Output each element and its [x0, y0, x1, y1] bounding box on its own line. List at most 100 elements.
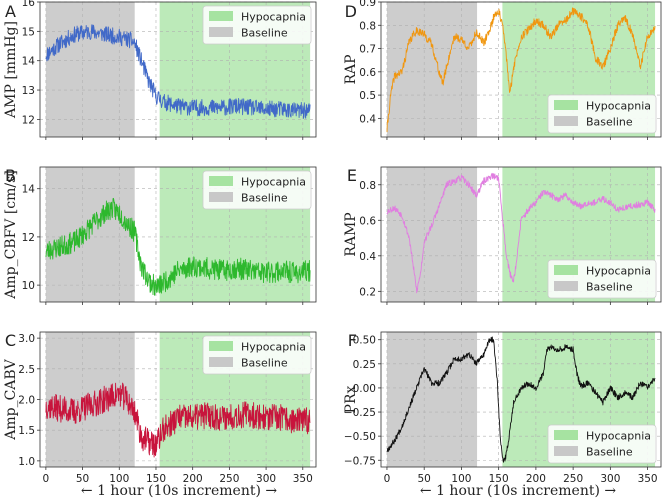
legend-swatch — [209, 357, 233, 367]
x-tick-label: 250 — [219, 473, 239, 485]
legend-swatch — [554, 100, 578, 110]
panel-letter: B — [5, 166, 16, 185]
panel-d: 0.4 0.5 0.6 0.7 0.8 0.9 RAP D Hypocapnia Baseline — [343, 0, 662, 140]
x-axis-label-right: ← 1 hour (10s increment) → — [420, 483, 616, 499]
panel-letter: C — [5, 331, 16, 350]
y-tick-label: 10 — [22, 280, 35, 292]
legend-label: Hypocapnia — [241, 176, 306, 189]
legend-swatch — [554, 281, 578, 291]
legend-swatch — [554, 446, 578, 456]
axes-frame — [39, 166, 317, 303]
legend-swatch — [209, 176, 233, 186]
y-tick-label: 0.2 — [359, 286, 376, 298]
series-line — [45, 197, 311, 296]
legend-label: Baseline — [586, 116, 633, 129]
y-axis-label: Amp_CABV — [3, 358, 19, 440]
x-tick-label: 250 — [563, 473, 583, 485]
y-tick-label: 0.6 — [359, 67, 376, 79]
y-tick-label: 3.0 — [18, 333, 35, 345]
y-tick-label: 1.5 — [18, 425, 35, 437]
y-tick-label: 2.0 — [18, 395, 35, 407]
legend-label: Baseline — [241, 357, 288, 370]
y-tick-label: 0.6 — [359, 215, 376, 227]
legend-label: Baseline — [586, 281, 633, 294]
y-tick-label: 0.7 — [359, 44, 376, 56]
x-axis-label-left: ← 1 hour (10s increment) → — [81, 483, 277, 499]
y-tick-label: 0.4 — [359, 251, 376, 263]
baseline-span — [45, 2, 135, 137]
legend: Hypocapnia Baseline — [547, 424, 657, 464]
y-tick-label: 14 — [22, 184, 36, 196]
legend: Hypocapnia Baseline — [547, 94, 657, 134]
y-tick-label: 0.8 — [359, 180, 376, 192]
x-tick-label: 350 — [638, 473, 658, 485]
series-line — [45, 382, 311, 458]
y-tick-label: 15 — [22, 26, 35, 38]
panel-letter: A — [5, 2, 16, 21]
baseline-span — [45, 167, 135, 302]
y-tick-label: 0.8 — [359, 20, 376, 32]
y-tick-label: 16 — [22, 0, 36, 9]
legend: Hypocapnia Baseline — [202, 5, 312, 45]
legend-swatch — [209, 27, 233, 37]
y-tick-label: 13 — [22, 85, 35, 97]
legend-label: Baseline — [241, 27, 288, 40]
y-tick-label: 12 — [22, 232, 35, 244]
axes-frame — [380, 1, 662, 138]
y-tick-label: 0.9 — [359, 0, 376, 9]
y-tick-label: −0.25 — [344, 407, 376, 419]
x-tick-label: 150 — [489, 473, 509, 485]
legend-swatch — [554, 430, 578, 440]
y-axis-label: RAMP — [343, 212, 359, 256]
axes-frame — [380, 166, 662, 303]
panel-c: 1.0 1.5 2.0 2.5 3.0 0 50 100 150 200 250 300 350 Amp_… — [3, 331, 317, 485]
x-tick-label: 350 — [293, 473, 313, 485]
panel-f: −0.75 −0.50 −0.25 0.00 0.25 0.50 0 50 100 150 200 2… — [343, 331, 662, 485]
series-line — [386, 336, 656, 463]
series-line — [386, 172, 656, 294]
legend-swatch — [209, 341, 233, 351]
x-tick-label: 50 — [418, 473, 431, 485]
x-tick-label: 150 — [146, 473, 166, 485]
legend-swatch — [554, 116, 578, 126]
x-tick-label: 0 — [43, 473, 50, 485]
legend-label: Baseline — [241, 192, 288, 205]
y-tick-label: 14 — [22, 56, 36, 68]
panel-letter: F — [348, 331, 357, 350]
x-tick-label: 300 — [600, 473, 620, 485]
x-tick-label: 0 — [384, 473, 391, 485]
legend-swatch — [554, 265, 578, 275]
y-axis-label: Amp_CBFV [cm/s] — [3, 170, 19, 300]
legend-label: Hypocapnia — [586, 430, 651, 443]
legend-swatch — [209, 192, 233, 202]
x-tick-label: 200 — [183, 473, 203, 485]
axes-frame — [380, 331, 662, 468]
legend-label: Baseline — [586, 446, 633, 459]
y-tick-label: 0.25 — [353, 359, 376, 371]
y-tick-label: 0.00 — [353, 383, 376, 395]
panel-letter: E — [347, 166, 357, 185]
y-tick-label: 12 — [22, 114, 35, 126]
legend-label: Hypocapnia — [241, 341, 306, 354]
panel-e: 0.2 0.4 0.6 0.8 RAMP E Hypocapnia Baseline — [343, 166, 662, 305]
panel-a: 12 13 14 15 16 AMP [mmHg]A Hypocapnia Baseline — [3, 0, 317, 140]
y-tick-label: 1.0 — [18, 456, 35, 468]
y-tick-label: 0.5 — [359, 90, 376, 102]
x-tick-label: 50 — [76, 473, 89, 485]
legend-swatch — [209, 11, 233, 21]
y-tick-label: −0.50 — [344, 431, 376, 443]
baseline-span — [386, 332, 478, 467]
x-tick-label: 200 — [526, 473, 546, 485]
y-axis-label: PRx — [343, 385, 359, 413]
legend: Hypocapnia Baseline — [202, 170, 312, 210]
baseline-span — [386, 167, 478, 302]
series-line — [386, 7, 656, 133]
y-tick-label: 0.4 — [359, 113, 376, 125]
y-tick-label: 0.50 — [353, 335, 376, 347]
y-axis-label: RAP — [343, 54, 359, 84]
legend-label: Hypocapnia — [586, 265, 651, 278]
x-tick-label: 300 — [256, 473, 276, 485]
y-axis-label: AMP [mmHg] — [3, 21, 19, 119]
y-tick-label: −0.75 — [344, 455, 376, 467]
